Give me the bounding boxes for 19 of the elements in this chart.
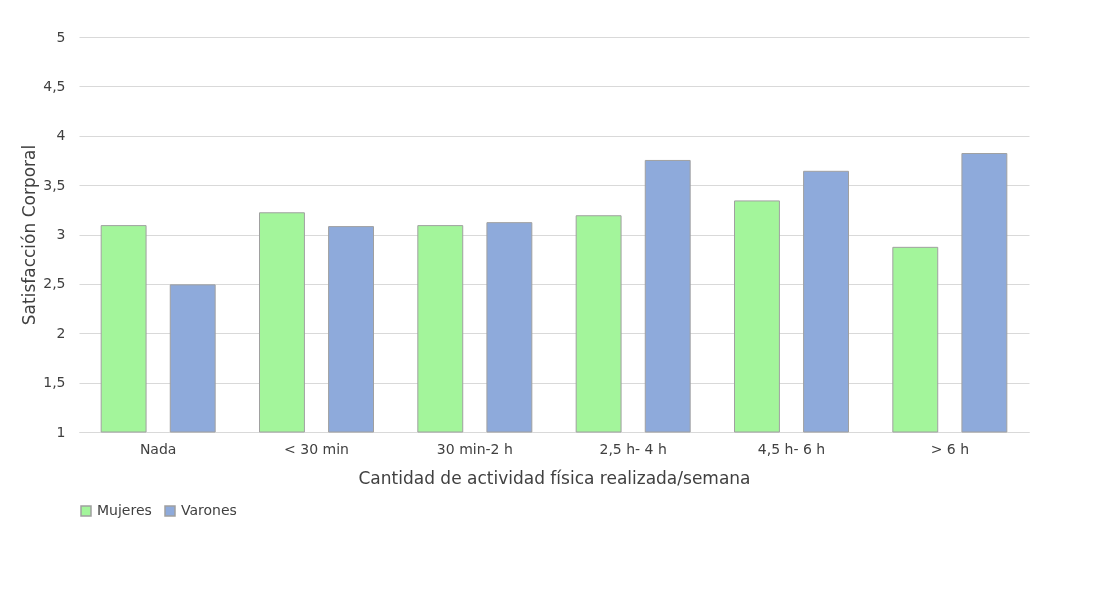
y-tick-label: 4 — [56, 127, 66, 144]
y-tick-label: 2 — [56, 324, 66, 341]
y-tick-label: 3 — [56, 226, 66, 242]
y-tick-label: 4,5 — [43, 77, 66, 94]
y-tick-label: 2,5 — [43, 275, 66, 292]
x-tick-label: Nada — [139, 440, 177, 457]
legend-label: Varones — [181, 502, 237, 518]
y-axis-title: Satisfacción Corporal — [19, 144, 40, 326]
y-tick-label: 5 — [56, 28, 66, 45]
y-tick-label: 3,5 — [43, 176, 66, 193]
y-tick-label: 1 — [56, 423, 66, 440]
x-tick-label: < 30 min — [284, 440, 349, 457]
x-tick-label: > 6 h — [930, 440, 970, 457]
x-axis-title: Cantidad de actividad física realizada/semana — [358, 467, 751, 488]
x-tick-label: 2,5 h- 4 h — [599, 440, 667, 457]
legend-label: Mujeres — [97, 502, 152, 518]
x-tick-label: 4,5 h- 6 h — [757, 440, 826, 457]
x-tick-label: 30 min-2 h — [436, 440, 513, 457]
y-tick-label: 1,5 — [43, 374, 66, 391]
